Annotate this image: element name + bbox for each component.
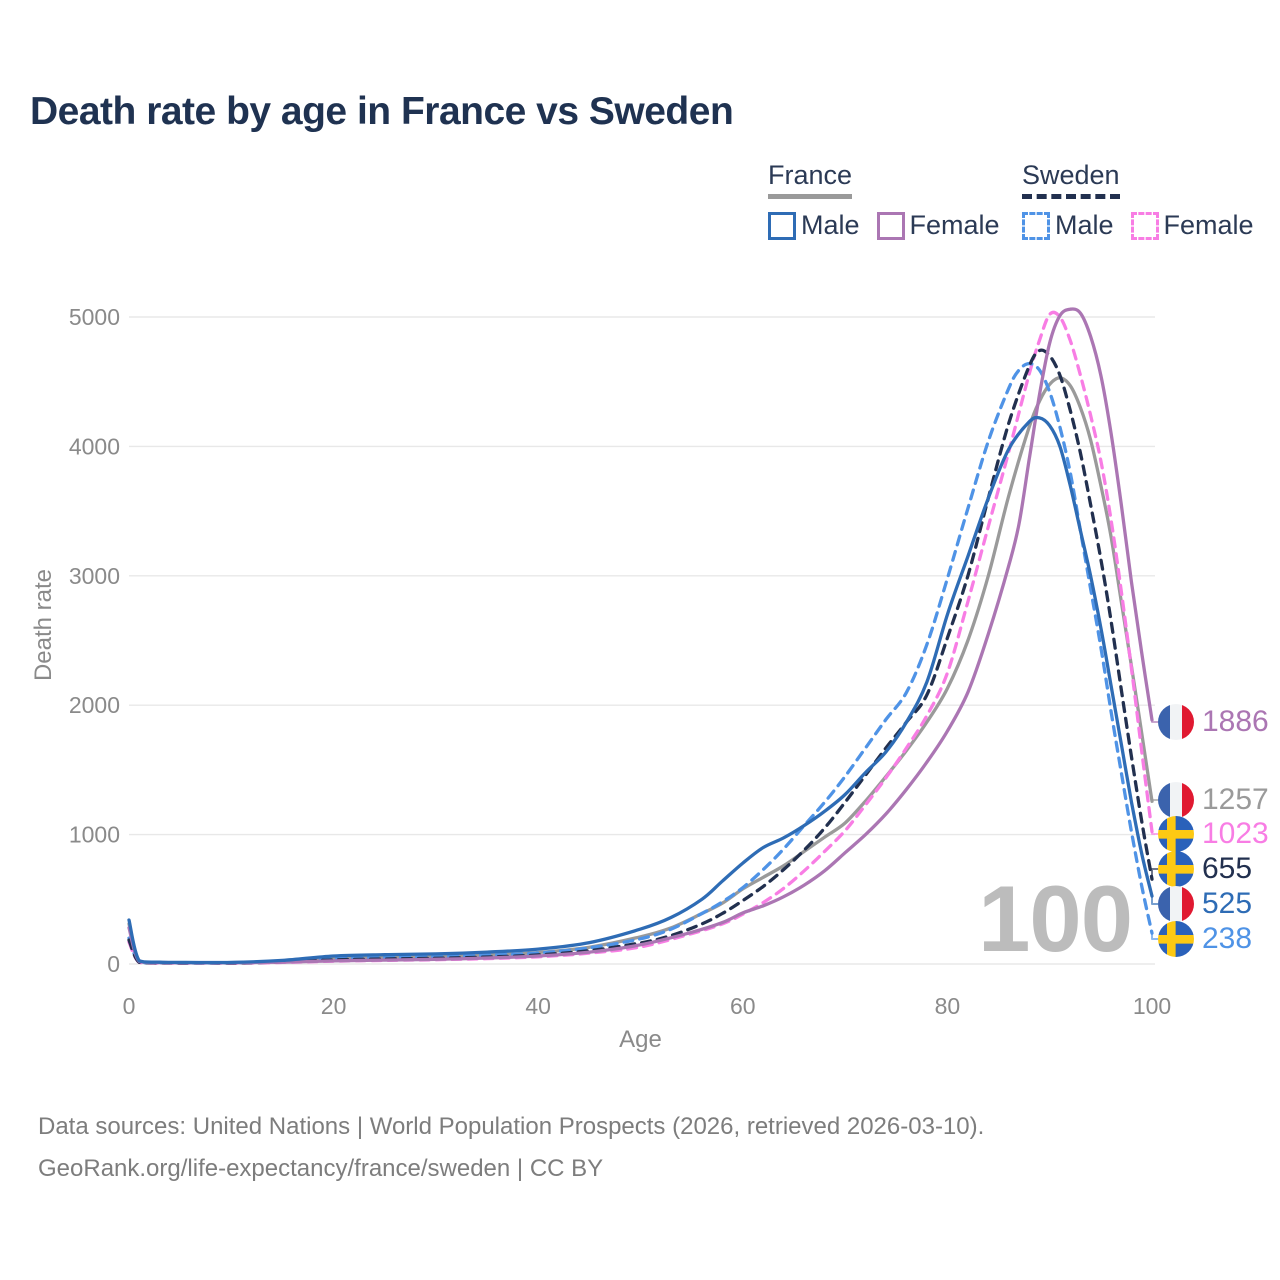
footer: Data sources: United Nations | World Pop… xyxy=(38,1106,984,1190)
end-connector-france-female xyxy=(1151,720,1158,723)
legend-group-sweden: Sweden Male Female xyxy=(1022,160,1271,241)
age-watermark: 100 xyxy=(978,866,1133,971)
y-tick-label-3000: 3000 xyxy=(69,563,120,589)
x-axis-label: Age xyxy=(619,1026,662,1053)
series-line-france-female[interactable] xyxy=(127,307,1154,965)
france-male-swatch-icon xyxy=(768,211,796,240)
sweden-male-swatch-icon xyxy=(1022,211,1050,240)
x-tick-label-0: 0 xyxy=(123,993,136,1019)
y-tick-label-0: 0 xyxy=(107,951,120,977)
legend-item-france-female[interactable]: Female xyxy=(876,210,1000,241)
legend-label-france-male: Male xyxy=(801,210,860,240)
series-line-sweden-female[interactable] xyxy=(127,310,1154,965)
legend-label-sweden-male: Male xyxy=(1055,210,1114,240)
legend-label-sweden-female: Female xyxy=(1163,210,1254,240)
legend-item-sweden-male[interactable]: Male xyxy=(1022,210,1114,241)
y-tick-label-1000: 1000 xyxy=(69,822,120,848)
x-tick-label-60: 60 xyxy=(730,993,756,1019)
y-tick-label-5000: 5000 xyxy=(69,304,120,330)
y-tick-label-2000: 2000 xyxy=(69,692,120,718)
end-connector-sweden-male xyxy=(1151,933,1158,940)
sweden-female-swatch-icon xyxy=(1130,211,1159,240)
legend-group-france: France Male Female xyxy=(768,160,1017,241)
x-tick-label-80: 80 xyxy=(935,993,961,1019)
page-title: Death rate by age in France vs Sweden xyxy=(30,90,734,133)
legend-header-france-label: France xyxy=(768,160,853,190)
x-tick-label-40: 40 xyxy=(525,993,551,1019)
series-line-sweden-all[interactable] xyxy=(127,348,1154,965)
x-tick-label-20: 20 xyxy=(321,993,347,1019)
legend-header-sweden-label: Sweden xyxy=(1022,160,1120,190)
end-connector-france-male xyxy=(1151,896,1158,905)
footer-sources: Data sources: United Nations | World Pop… xyxy=(38,1113,985,1140)
end-connector-france-all xyxy=(1151,799,1158,802)
series-line-france-male[interactable] xyxy=(127,415,1154,965)
legend-header-sweden: Sweden xyxy=(1022,160,1120,199)
legend-header-france: France xyxy=(768,160,853,199)
legend-item-france-male[interactable]: Male xyxy=(768,210,860,241)
x-tick-label-100: 100 xyxy=(1133,993,1171,1019)
y-tick-label-4000: 4000 xyxy=(69,433,120,459)
end-connector-sweden-female xyxy=(1151,831,1158,835)
legend-item-sweden-female[interactable]: Female xyxy=(1130,210,1254,241)
footer-url: GeoRank.org/life-expectancy/france/swede… xyxy=(38,1155,604,1182)
legend-label-france-female: Female xyxy=(909,210,1000,240)
france-female-swatch-icon xyxy=(876,211,905,240)
end-connector-sweden-all xyxy=(1151,868,1158,880)
